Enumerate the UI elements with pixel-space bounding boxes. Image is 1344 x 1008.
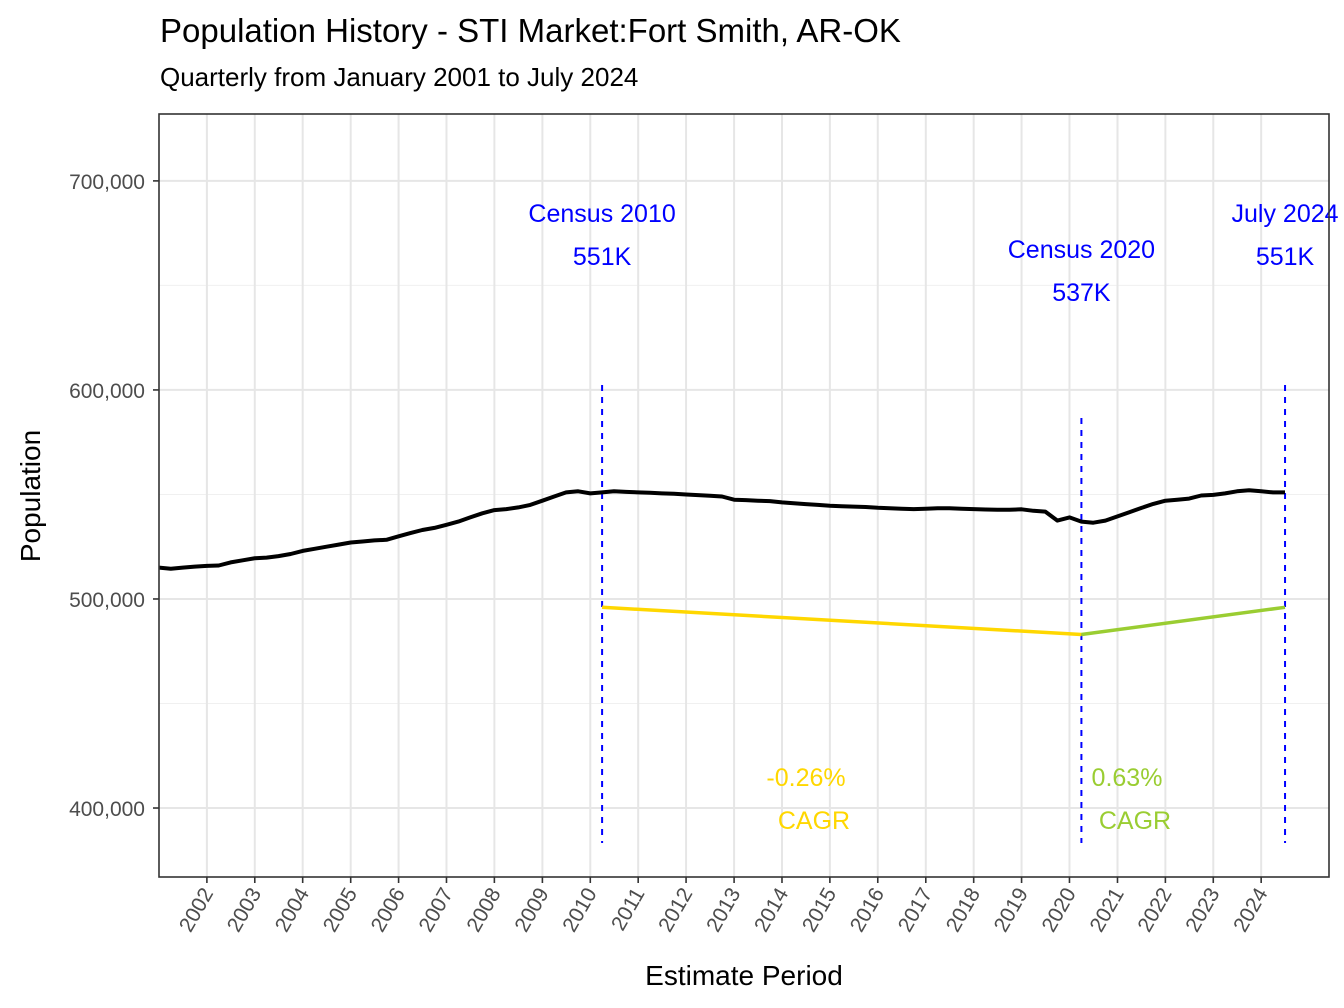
y-tick-label: 700,000 (69, 171, 145, 194)
vline-label: Census 2020 (1008, 236, 1155, 264)
cagr-trend-line (1081, 605, 1286, 637)
x-tick-label: 2013 (702, 884, 745, 936)
x-tick-label: 2022 (1133, 884, 1176, 936)
x-tick-label: 2017 (894, 884, 937, 936)
x-tick-label: 2024 (1229, 884, 1272, 936)
population-series-line (158, 488, 1285, 571)
series-lines (158, 488, 1286, 637)
cagr-value-label: -0.26% (766, 764, 845, 792)
x-tick-label: 2018 (942, 884, 985, 936)
x-tick-label: 2011 (607, 884, 650, 935)
x-tick-label: 2004 (271, 884, 314, 936)
grid-lines (159, 114, 1329, 877)
y-tick-label: 600,000 (69, 380, 145, 403)
x-tick-label: 2006 (367, 884, 410, 936)
plot-border (158, 113, 1330, 878)
reference-lines (601, 385, 1287, 843)
vline-value-label: 537K (1052, 279, 1111, 307)
chart-subtitle: Quarterly from January 2001 to July 2024 (160, 62, 639, 92)
cagr-caption-label: CAGR (1099, 807, 1171, 835)
x-tick-label: 2003 (223, 884, 266, 936)
vline-value-label: 551K (1256, 243, 1315, 271)
x-tick-label: 2020 (1038, 884, 1081, 936)
x-tick-label: 2012 (654, 884, 697, 936)
chart-title: Population History - STI Market:Fort Smi… (160, 12, 901, 49)
vline-label: Census 2010 (528, 200, 675, 228)
vline-label: July 2024 (1232, 200, 1339, 228)
y-tick-label: 400,000 (69, 798, 145, 821)
x-tick-label: 2007 (415, 884, 458, 936)
x-tick-label: 2010 (558, 884, 601, 936)
x-tick-label: 2005 (319, 884, 362, 936)
x-tick-label: 2019 (990, 884, 1033, 936)
x-tick-label: 2002 (175, 884, 218, 936)
x-tick-label: 2008 (462, 884, 505, 936)
annotations: Census 2010 551K Census 2020 537K July 2024 5… (528, 200, 1338, 835)
x-tick-label: 2016 (846, 884, 889, 936)
cagr-trend-line (602, 605, 1082, 637)
x-tick-label: 2021 (1086, 884, 1129, 936)
x-tick-label: 2014 (750, 884, 793, 936)
x-tick-label: 2015 (798, 884, 841, 936)
y-axis-title: Population (15, 430, 46, 562)
x-tick-label: 2009 (510, 884, 553, 936)
cagr-caption-label: CAGR (778, 807, 850, 835)
x-axis-title: Estimate Period (645, 960, 843, 991)
cagr-value-label: 0.63% (1092, 764, 1163, 792)
y-tick-label: 500,000 (69, 589, 145, 612)
x-tick-label: 2023 (1181, 884, 1224, 936)
vline-value-label: 551K (573, 243, 632, 271)
